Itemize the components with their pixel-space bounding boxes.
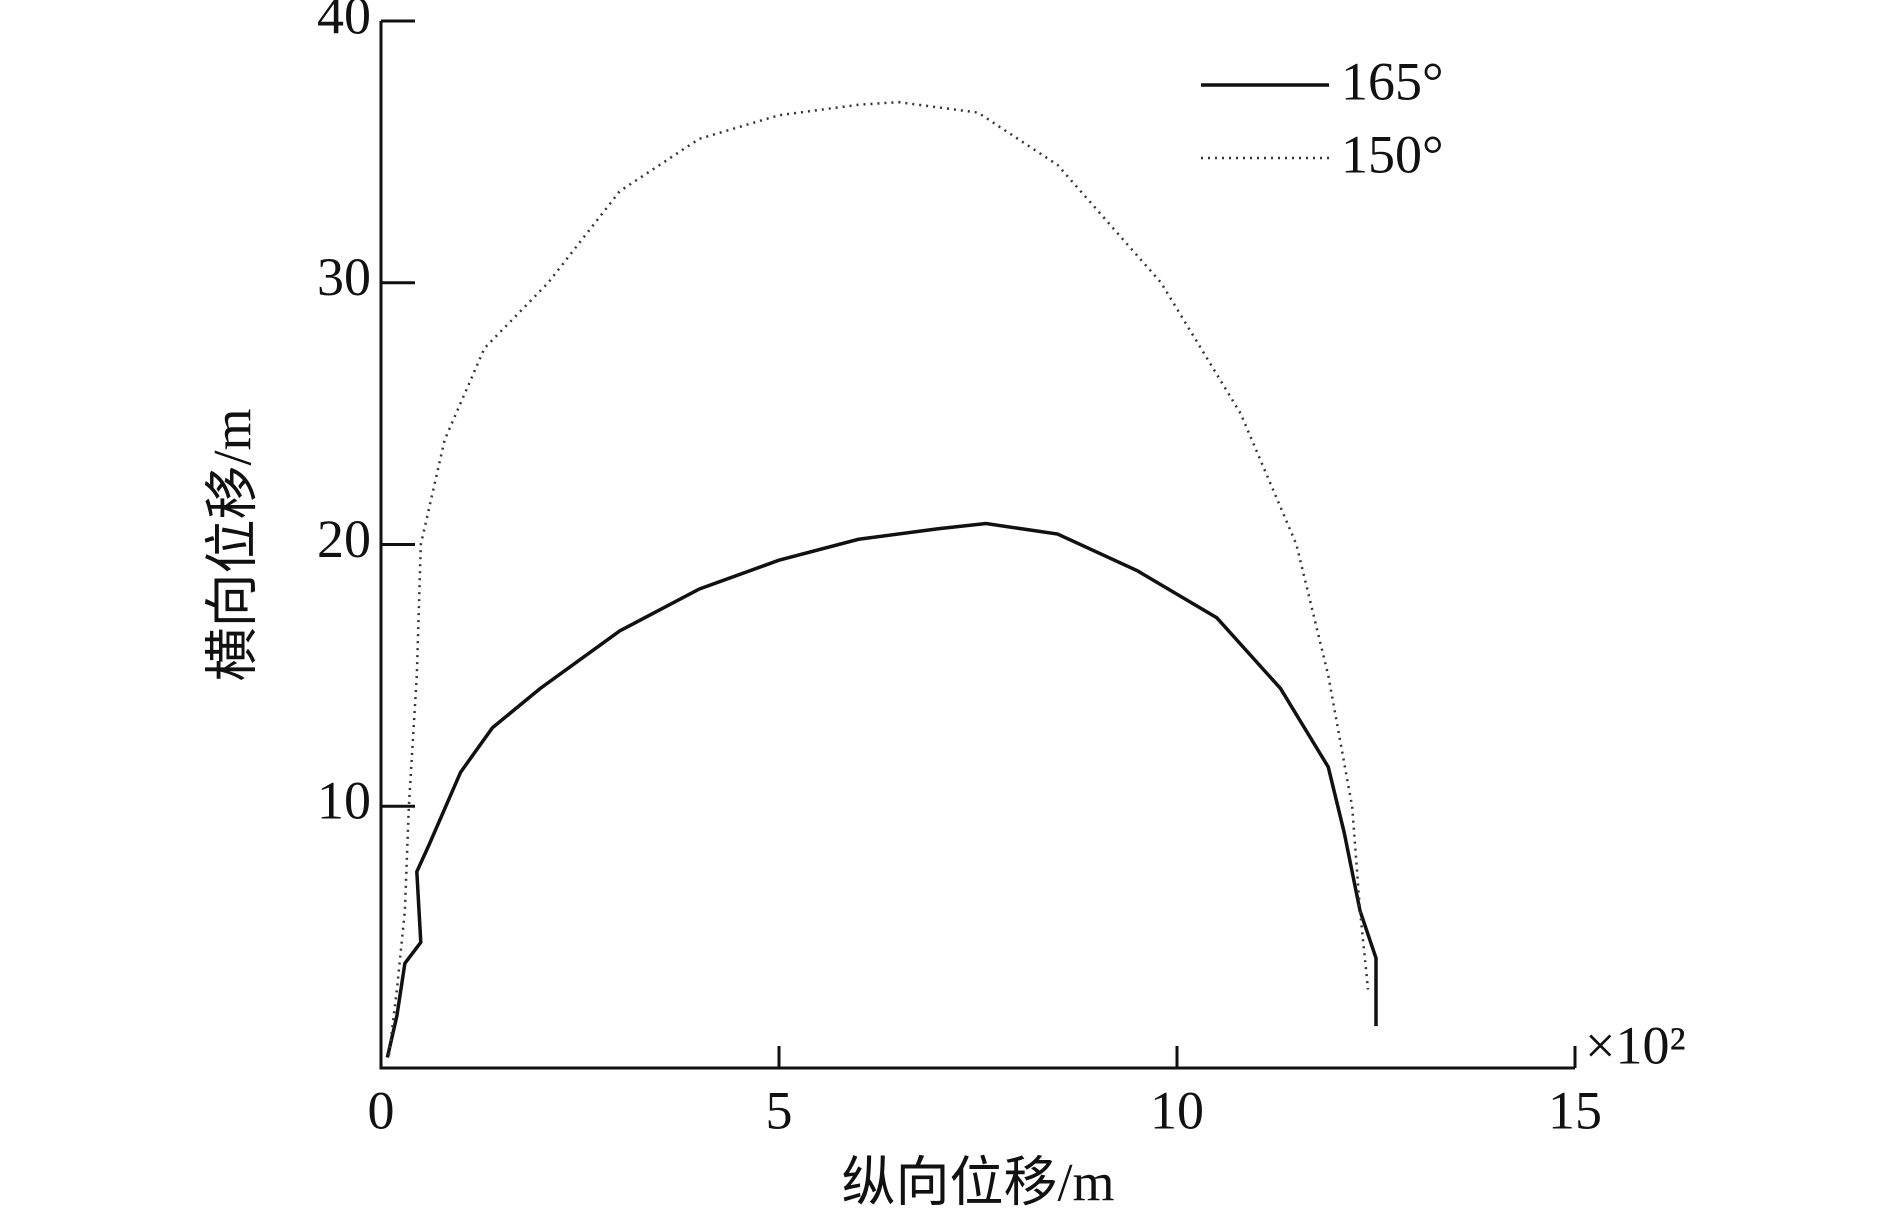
y-tick-label: 40 bbox=[317, 0, 371, 45]
x-tick-label: 10 bbox=[1150, 1080, 1204, 1140]
y-tick-label: 20 bbox=[317, 509, 371, 569]
line-series bbox=[385, 521, 1378, 1058]
y-axis-label: 横向位移/m bbox=[202, 408, 262, 681]
x-tick-label: 5 bbox=[766, 1080, 793, 1140]
line-series bbox=[387, 100, 1370, 1056]
x-tick-label: 0 bbox=[368, 1080, 395, 1140]
y-tick-label: 30 bbox=[317, 247, 371, 307]
x-axis-label: 纵向位移/m bbox=[841, 1152, 1114, 1212]
y-tick-label: 10 bbox=[317, 771, 371, 831]
legend-label: 165° bbox=[1341, 51, 1444, 111]
x-multiplier: ×10² bbox=[1585, 1015, 1686, 1075]
x-tick-label: 15 bbox=[1548, 1080, 1602, 1140]
legend-label: 150° bbox=[1341, 124, 1444, 184]
